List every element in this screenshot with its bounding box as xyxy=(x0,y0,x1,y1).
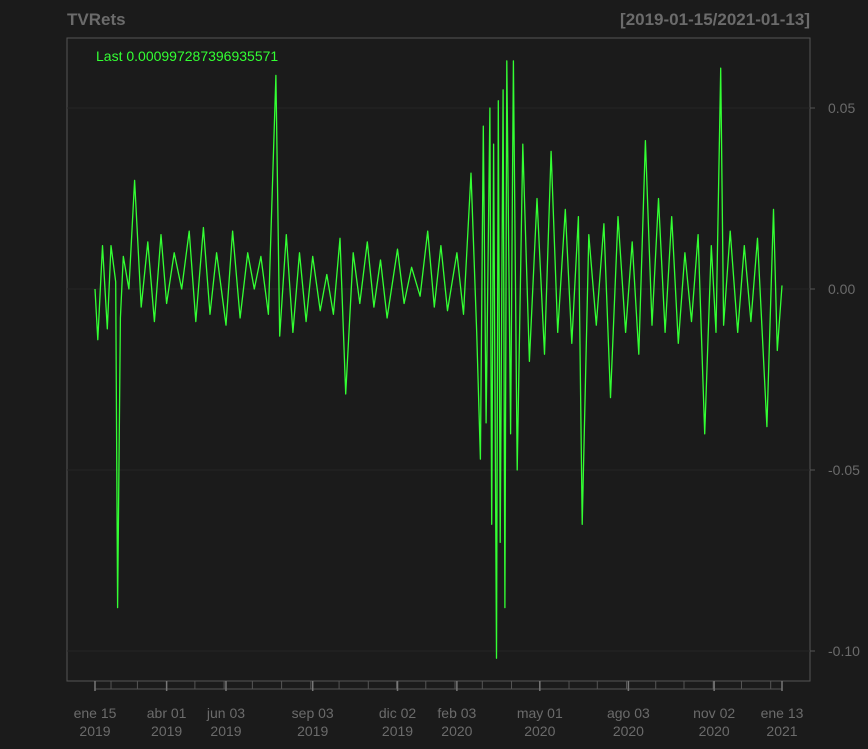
date-range-label: [2019-01-15/2021-01-13] xyxy=(620,10,810,29)
x-tick-year-2: 2019 xyxy=(210,723,241,739)
x-axis: ene 15 2019 abr 01 2019 jun 03 2019 sep 03 2019… xyxy=(74,681,804,739)
x-tick-year-7: 2020 xyxy=(613,723,644,739)
x-tick-label-8: nov 02 xyxy=(693,705,735,721)
y-tick-label-0: 0.05 xyxy=(828,100,855,116)
x-tick-label-2: jun 03 xyxy=(206,705,245,721)
x-tick-year-8: 2020 xyxy=(699,723,730,739)
x-tick-label-3: sep 03 xyxy=(292,705,334,721)
x-tick-year-6: 2020 xyxy=(524,723,555,739)
x-tick-label-0: ene 15 xyxy=(74,705,117,721)
chart-title: TVRets xyxy=(67,10,126,29)
grid-lines xyxy=(67,107,810,652)
legend-last-value: Last 0.000997287396935571 xyxy=(96,48,279,64)
x-tick-label-6: may 01 xyxy=(517,705,563,721)
x-tick-year-1: 2019 xyxy=(151,723,182,739)
x-tick-label-1: abr 01 xyxy=(147,705,187,721)
x-tick-year-0: 2019 xyxy=(79,723,110,739)
x-tick-label-9: ene 13 xyxy=(761,705,804,721)
x-tick-year-5: 2020 xyxy=(441,723,472,739)
series-line xyxy=(94,60,783,659)
x-tick-label-4: dic 02 xyxy=(379,705,417,721)
y-tick-label-1: 0.00 xyxy=(828,281,855,297)
x-tick-year-9: 2021 xyxy=(766,723,797,739)
y-axis: 0.05 0.00 -0.05 -0.10 xyxy=(810,100,860,659)
x-tick-year-3: 2019 xyxy=(297,723,328,739)
x-tick-label-7: ago 03 xyxy=(607,705,650,721)
y-tick-label-2: -0.05 xyxy=(828,462,860,478)
x-tick-year-4: 2019 xyxy=(382,723,413,739)
x-tick-label-5: feb 03 xyxy=(437,705,476,721)
y-tick-label-3: -0.10 xyxy=(828,643,860,659)
plot-frame xyxy=(66,37,811,682)
